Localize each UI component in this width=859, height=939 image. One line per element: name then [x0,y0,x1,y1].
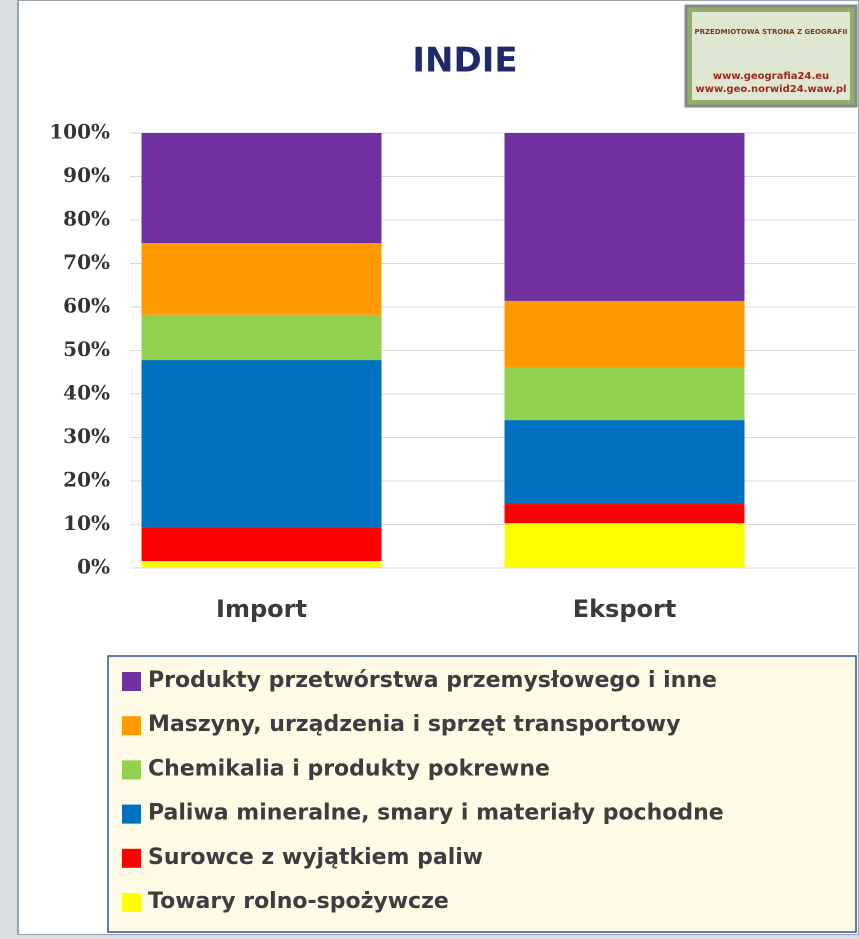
y-tick-label: 60% [63,294,110,318]
x-tick-label: Import [216,595,307,623]
bar-segment [142,360,382,527]
legend-swatch [122,805,141,824]
legend-label: Produkty przetwórstwa przemysłowego i in… [148,668,717,693]
bar-segment [505,523,745,568]
legend-label: Towary rolno-spożywcze [148,889,449,914]
legend-label: Paliwa mineralne, smary i materiały poch… [148,801,724,826]
y-tick-label: 100% [49,120,110,144]
legend-label: Maszyny, urządzenia i sprzęt transportow… [148,712,680,737]
x-tick-label: Eksport [573,595,677,623]
bar-segment [505,133,745,301]
chart: PRZEDMIOTOWA STRONA Z GEOGRAFII www.geog… [0,0,859,935]
bar-segment [505,301,745,368]
legend-label: Chemikalia i produkty pokrewne [148,756,550,781]
y-tick-label: 90% [63,163,110,187]
bar-segment [505,368,745,420]
legend-label: Surowce z wyjątkiem paliw [148,845,483,870]
logo: PRZEDMIOTOWA STRONA Z GEOGRAFII www.geog… [686,6,856,106]
bar-segment [142,315,382,360]
logo-text: www.geografia24.eu [713,71,829,82]
y-tick-label: 40% [63,381,110,405]
y-tick-label: 50% [63,337,110,361]
y-tick-label: 20% [63,468,110,492]
legend-swatch [122,760,141,779]
y-tick-label: 10% [63,511,110,535]
bar-segment [142,527,382,561]
y-tick-label: 70% [63,250,110,274]
page: {"chart_data": {"type": "stacked-bar", "… [0,0,859,935]
legend-swatch [122,672,141,691]
chart-title: INDIE [412,41,517,81]
legend-swatch [122,716,141,735]
logo-text: PRZEDMIOTOWA STRONA Z GEOGRAFII [694,28,847,36]
logo-text: www.geo.norwid24.waw.pl [696,84,847,95]
bar-segment [142,133,382,243]
y-tick-label: 80% [63,207,110,231]
bar-segment [142,561,382,568]
y-tick-label: 0% [77,555,110,579]
legend-swatch [122,849,141,868]
y-tick-label: 30% [63,424,110,448]
legend-swatch [122,893,141,912]
bar-segment [505,504,745,523]
bar-segment [142,243,382,315]
bar-segment [505,420,745,504]
